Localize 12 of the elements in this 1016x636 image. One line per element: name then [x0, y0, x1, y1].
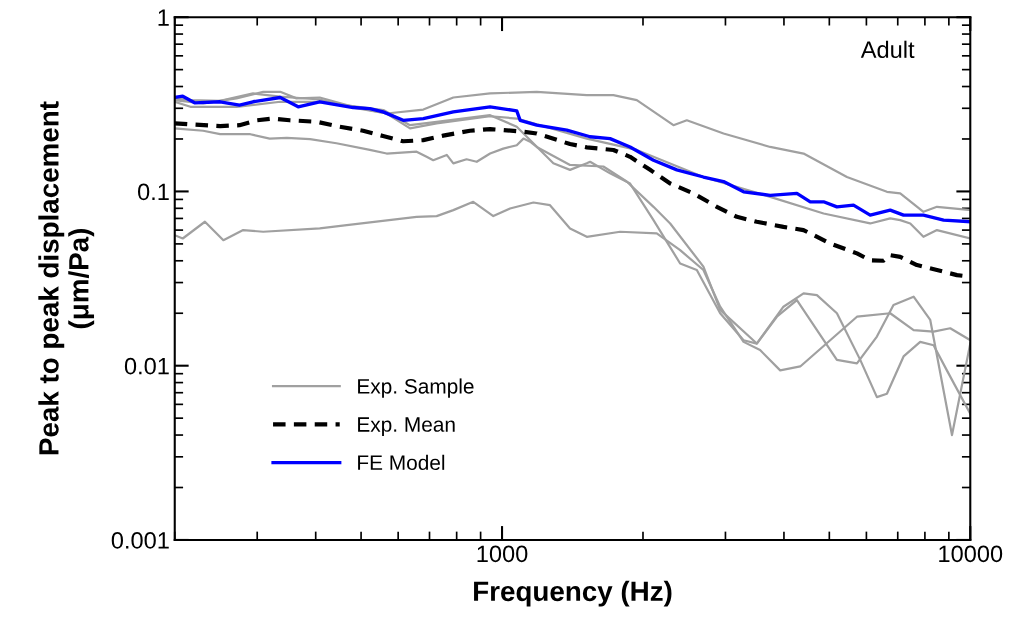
legend-label: Exp. Sample — [358, 378, 474, 398]
x-tick-label: 10000 — [939, 545, 1003, 563]
y-tick-label: 0.1 — [137, 183, 169, 201]
y-axis-title: Peak to peak displacement (μm/Pa) — [38, 101, 95, 455]
annotation: Adult — [860, 40, 915, 59]
y-tick-label: 1 — [158, 9, 169, 26]
x-axis-title: Frequency (Hz) — [474, 580, 672, 607]
legend-label: Exp. Mean — [358, 417, 455, 436]
y-tick-label: 0.001 — [111, 532, 169, 549]
legend-label: FE Model — [358, 454, 445, 471]
y-tick-label: 0.01 — [124, 357, 169, 375]
x-tick-label: 1000 — [477, 545, 528, 563]
